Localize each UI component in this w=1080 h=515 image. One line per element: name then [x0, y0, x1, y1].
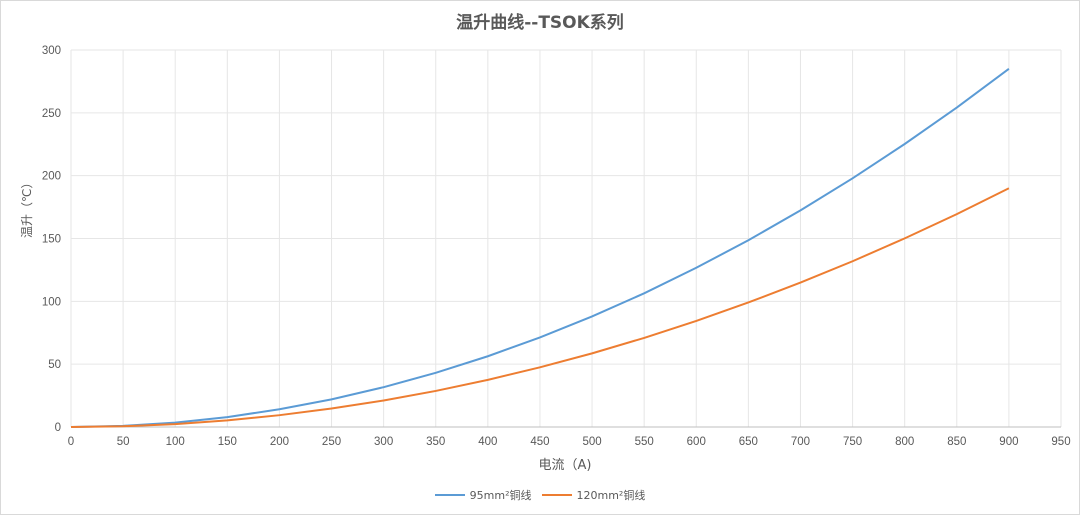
- legend-swatch-orange: [541, 494, 572, 496]
- x-tick-label: 200: [270, 436, 289, 448]
- legend-swatch-blue: [434, 494, 465, 496]
- chart-title: 温升曲线--TSOK系列: [456, 13, 624, 33]
- x-tick-label: 650: [739, 436, 758, 448]
- y-tick-label: 100: [42, 296, 61, 308]
- x-tick-label: 150: [218, 436, 237, 448]
- legend-label: 120mm²铜线: [576, 489, 646, 502]
- legend-label: 95mm²铜线: [469, 489, 532, 502]
- legend: 95mm²铜线 120mm²铜线: [0, 487, 1080, 503]
- x-tick-label: 500: [582, 436, 601, 448]
- y-tick-label: 300: [42, 45, 61, 57]
- x-axis-label: 电流（A): [538, 458, 592, 473]
- x-tick-label: 250: [322, 436, 341, 448]
- y-tick-label: 50: [48, 359, 61, 371]
- legend-item-120: 120mm²铜线: [541, 487, 646, 503]
- y-tick-label: 250: [42, 108, 61, 120]
- x-tick-label: 50: [117, 436, 130, 448]
- y-tick-label: 0: [55, 422, 61, 434]
- x-tick-label: 900: [999, 436, 1018, 448]
- x-tick-label: 700: [791, 436, 810, 448]
- y-tick-label: 200: [42, 171, 61, 183]
- x-tick-label: 100: [166, 436, 185, 448]
- x-tick-label: 550: [635, 436, 654, 448]
- x-tick-label: 450: [530, 436, 549, 448]
- x-tick-label: 0: [68, 436, 74, 448]
- series-line: [70, 187, 1010, 428]
- x-tick-label: 850: [947, 436, 966, 448]
- y-tick-label: 150: [42, 234, 61, 246]
- legend-item-95: 95mm²铜线: [434, 487, 532, 503]
- x-tick-label: 300: [374, 436, 393, 448]
- x-tick-label: 750: [843, 436, 862, 448]
- x-tick-label: 400: [478, 436, 497, 448]
- x-tick-label: 950: [1051, 436, 1070, 448]
- series-line: [70, 68, 1010, 428]
- x-tick-label: 800: [895, 436, 914, 448]
- x-tick-label: 600: [687, 436, 706, 448]
- x-tick-label: 350: [426, 436, 445, 448]
